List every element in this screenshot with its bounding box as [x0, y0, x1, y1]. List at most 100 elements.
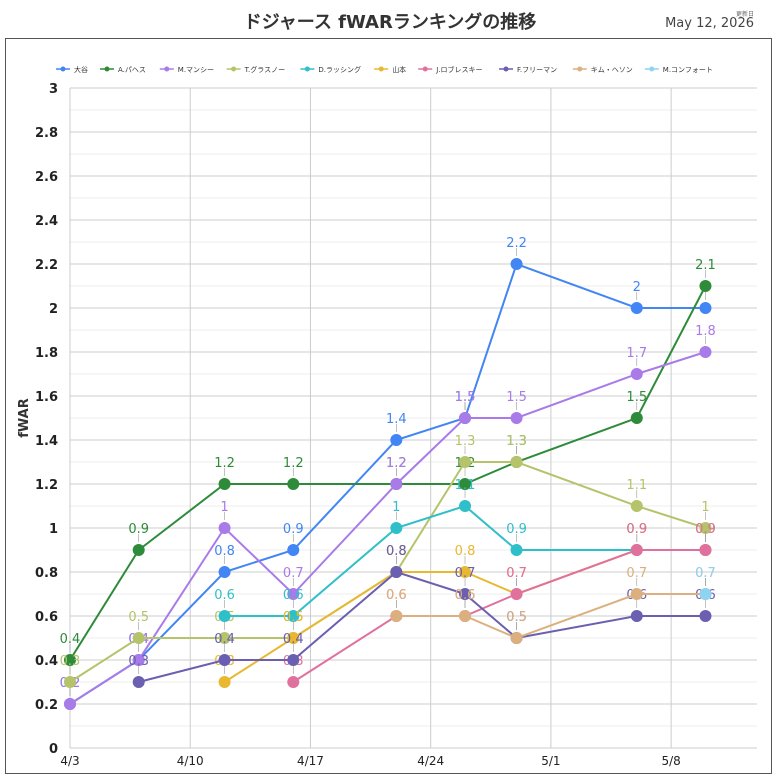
data-label: 0.7 — [506, 566, 527, 581]
data-point — [287, 654, 300, 666]
data-label: 0.8 — [386, 544, 407, 559]
y-tick-label: 2.2 — [35, 258, 58, 273]
y-tick-label: 0.6 — [35, 610, 58, 625]
data-point — [699, 610, 712, 622]
data-label: 0.9 — [626, 522, 647, 537]
x-tick-label: 4/17 — [297, 754, 324, 768]
data-label: 1.3 — [506, 434, 527, 449]
data-point — [218, 632, 231, 644]
y-tick-label: 1.6 — [35, 390, 58, 405]
data-point — [459, 610, 472, 622]
data-label: 1.2 — [283, 456, 304, 471]
y-tick-label: 2.6 — [35, 170, 58, 185]
chart-frame — [5, 38, 772, 774]
data-point — [699, 522, 712, 534]
data-point — [390, 522, 403, 534]
data-label: 1.4 — [386, 412, 407, 427]
data-label: 0.7 — [283, 566, 304, 581]
data-label: 1.7 — [626, 346, 647, 361]
data-point — [132, 654, 145, 666]
legend-label: 山本 — [392, 65, 406, 74]
data-point — [287, 610, 300, 622]
data-label: 2.2 — [506, 236, 527, 251]
legend-marker — [378, 66, 384, 72]
data-label: 0.4 — [60, 632, 81, 647]
x-tick-label: 4/24 — [417, 754, 444, 768]
data-point — [510, 544, 523, 556]
legend-label: T.グラスノー — [244, 65, 286, 74]
data-point — [630, 302, 643, 314]
y-axis-label: fWAR — [17, 398, 32, 437]
data-label: 0.6 — [214, 588, 235, 603]
y-tick-label: 1.8 — [35, 346, 58, 361]
data-point — [132, 632, 145, 644]
y-tick-label: 1 — [49, 522, 58, 537]
data-point — [459, 456, 472, 468]
legend-marker — [503, 66, 509, 72]
updated-date: May 12, 2026 — [665, 16, 754, 31]
data-label: 0.5 — [128, 610, 149, 625]
x-tick-label: 5/8 — [661, 754, 680, 768]
data-label: 2 — [633, 280, 641, 295]
data-point — [510, 456, 523, 468]
series-line — [138, 570, 706, 683]
data-label: 1.1 — [626, 478, 647, 493]
data-point — [287, 478, 300, 490]
legend-label: M.マンシー — [178, 66, 214, 74]
data-label: 0.3 — [60, 654, 81, 669]
data-point — [459, 500, 472, 512]
data-point — [630, 588, 643, 600]
legend-marker — [104, 66, 110, 72]
data-point — [287, 632, 300, 644]
legend-marker — [164, 66, 170, 72]
data-label: 1.3 — [506, 434, 527, 449]
data-point — [64, 654, 76, 666]
data-label: 0.9 — [695, 522, 716, 537]
legend-label: 大谷 — [74, 65, 88, 74]
data-label: 0.9 — [128, 522, 149, 537]
data-label: 0.5 — [283, 610, 304, 625]
x-tick-label: 4/10 — [177, 754, 204, 768]
legend-label: J.ロブレスキー — [435, 65, 482, 74]
data-point — [459, 588, 472, 600]
data-label: 0.7 — [626, 566, 647, 581]
y-tick-label: 0 — [49, 742, 58, 757]
data-label: 0.6 — [386, 588, 407, 603]
data-point — [287, 544, 300, 556]
data-label: 0.9 — [695, 522, 716, 537]
data-label: 1.5 — [626, 390, 647, 405]
data-point — [630, 500, 643, 512]
y-tick-label: 0.4 — [35, 654, 58, 669]
data-point — [630, 368, 643, 380]
data-label: 1 — [701, 500, 709, 515]
data-point — [699, 302, 712, 314]
data-point — [699, 544, 712, 556]
data-label: 0.9 — [506, 522, 527, 537]
data-label: 1.5 — [506, 390, 527, 405]
data-label: 1.5 — [455, 390, 476, 405]
data-label: 2.1 — [695, 258, 716, 273]
data-point — [699, 280, 712, 292]
legend-marker — [60, 66, 66, 72]
data-label: 0.9 — [626, 522, 647, 537]
data-label: 1.8 — [695, 324, 716, 339]
y-tick-label: 2.4 — [35, 214, 58, 229]
data-point — [459, 566, 472, 578]
legend-label: D.ラッシング — [318, 65, 361, 74]
legend-marker — [649, 66, 655, 72]
data-point — [630, 412, 643, 424]
data-point — [699, 588, 712, 600]
data-label: 0.7 — [695, 566, 716, 581]
x-tick-label: 5/1 — [541, 754, 560, 768]
data-label: 0.8 — [455, 544, 476, 559]
y-tick-label: 1.2 — [35, 478, 58, 493]
legend-marker — [577, 66, 583, 72]
data-label: 0.6 — [283, 588, 304, 603]
data-label: 0.6 — [455, 588, 476, 603]
data-label: 0.8 — [386, 544, 407, 559]
legend-label: キム・ヘソン — [591, 66, 633, 74]
data-label: 1.2 — [214, 456, 235, 471]
data-label: 0.7 — [695, 566, 716, 581]
updated-label: 更新日 — [735, 11, 754, 18]
data-point — [287, 588, 300, 600]
